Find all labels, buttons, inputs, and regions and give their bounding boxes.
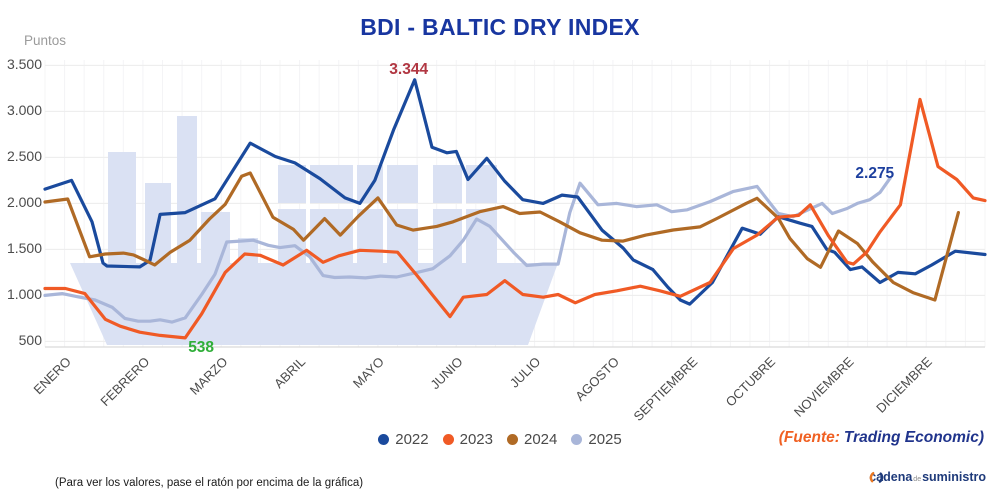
legend-label-2022: 2022 — [395, 431, 429, 448]
legend: 2022 2023 2024 2025 — [0, 431, 1000, 448]
brand-part-suministro: suministro — [922, 470, 986, 484]
y-tick-3.000: 3.000 — [6, 102, 42, 119]
series-line-2024[interactable] — [43, 171, 961, 302]
legend-label-2023: 2023 — [459, 431, 493, 448]
legend-dot-2022 — [378, 434, 390, 445]
annotation-2.275: 2.275 — [855, 165, 894, 182]
y-tick-2.000: 2.000 — [6, 194, 42, 211]
series-line-2025[interactable] — [43, 176, 892, 324]
legend-label-2024: 2024 — [524, 431, 558, 448]
watermark-ship-block — [177, 116, 197, 263]
y-axis-unit-label: Puntos — [24, 33, 67, 48]
page-title: BDI - BALTIC DRY INDEX — [360, 14, 640, 40]
source-prefix: (Fuente: — [778, 429, 840, 446]
y-tick-1.500: 1.500 — [6, 240, 42, 257]
watermark-ship-block — [201, 212, 230, 263]
series-line-2023[interactable] — [43, 97, 987, 340]
legend-dot-2024 — [507, 434, 518, 445]
legend-item-2022[interactable]: 2022 — [378, 431, 429, 448]
legend-label-2025: 2025 — [588, 431, 622, 448]
watermark-ship-block — [357, 209, 418, 263]
cycle-arrows-icon — [869, 472, 884, 483]
brand-logo[interactable]: cadenadesuministro — [869, 470, 986, 484]
legend-item-2025[interactable]: 2025 — [571, 431, 622, 448]
watermark-ship-block — [108, 152, 136, 263]
brand-part-de: de — [913, 476, 922, 483]
y-tick-3.500: 3.500 — [6, 56, 42, 73]
legend-dot-2023 — [442, 434, 454, 445]
legend-item-2024[interactable]: 2024 — [507, 431, 557, 448]
watermark-seam — [306, 165, 310, 263]
watermark-seam — [383, 165, 387, 263]
y-tick-2.500: 2.500 — [6, 148, 42, 165]
watermark-ship-block — [357, 165, 418, 203]
annotation-3.344: 3.344 — [389, 61, 428, 78]
brand-name: cadenadesuministro — [869, 470, 986, 484]
watermark-ship-hull — [70, 263, 558, 345]
watermark-seam — [462, 165, 466, 263]
annotation-538: 538 — [188, 339, 214, 356]
source-text: Trading Economic) — [843, 429, 984, 446]
y-tick-500: 500 — [18, 332, 42, 349]
legend-item-2023[interactable]: 2023 — [442, 431, 493, 448]
legend-dot-2025 — [571, 434, 583, 445]
hover-hint: (Para ver los valores, pase el ratón por… — [55, 477, 364, 489]
series-line-2022[interactable] — [43, 78, 987, 306]
y-tick-1.000: 1.000 — [6, 286, 42, 303]
watermark-ship-block — [278, 165, 353, 203]
source-note: (Fuente: Trading Economic) — [779, 429, 984, 447]
